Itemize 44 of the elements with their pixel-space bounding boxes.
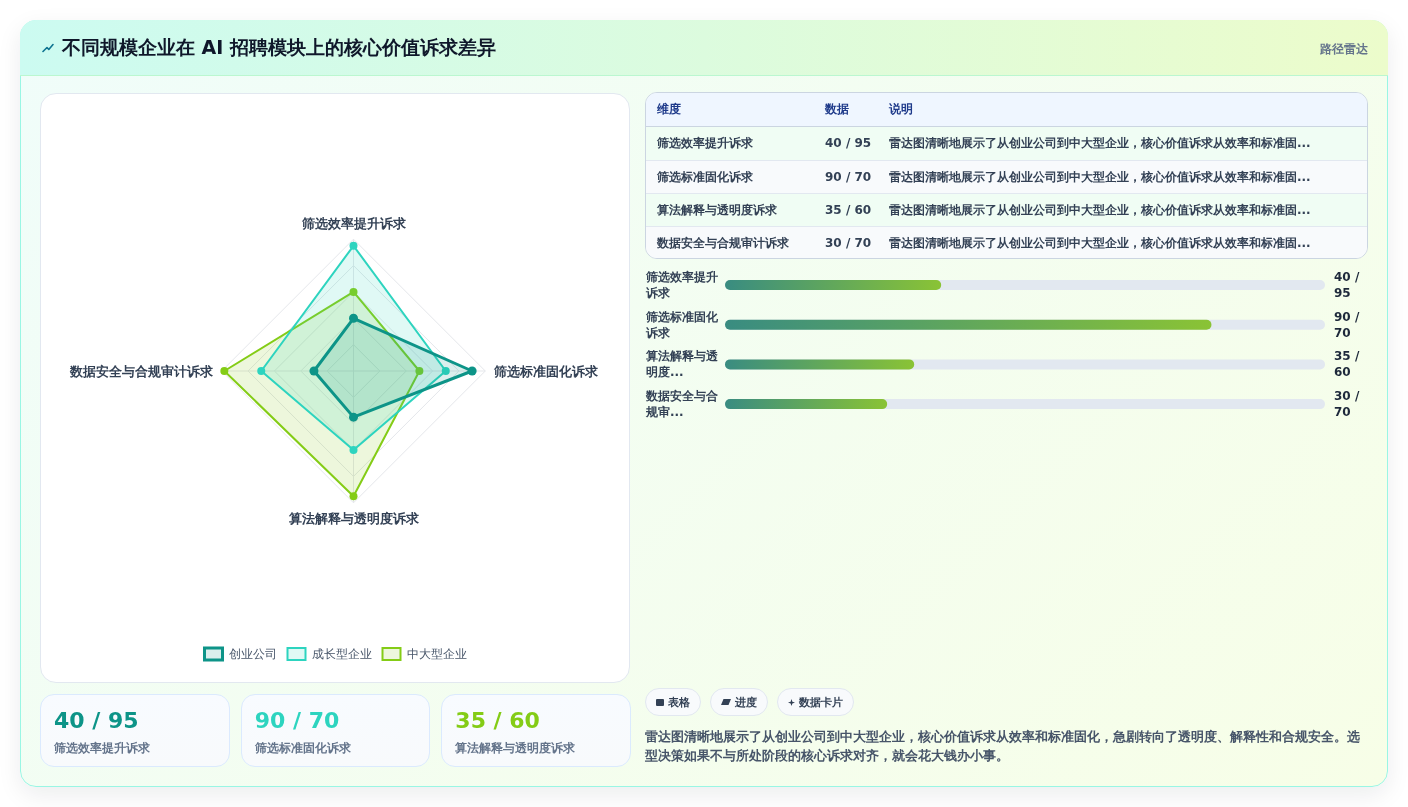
category-label: 进度 xyxy=(735,694,757,710)
text: 雷达图清晰地展示了从创业公司到中大型企业，核心价值诉求从效率和标准固... xyxy=(889,136,1311,150)
text: 35 / 60 xyxy=(825,203,872,217)
text: 90 / 70 xyxy=(825,170,872,184)
legend-label: 创业公司 xyxy=(228,647,277,661)
text: 40 / 95 xyxy=(54,708,139,733)
data-label: 90 / 70 xyxy=(1334,309,1360,340)
category-label: 说明 xyxy=(889,101,913,118)
category-label: 表格 xyxy=(668,694,690,710)
category-label: 数据卡片 xyxy=(799,694,843,710)
spoke-label: 筛选标准固化诉求 xyxy=(493,363,600,379)
legend-label: 成长型企业 xyxy=(311,647,372,661)
text: 雷达图清晰地展示了从创业公司到中大型企业，核心价值诉求从效率和标准固化，急剧转向了透明度、解释性和合规安全。选型决策如果不与所处阶段的核心诉求对齐，就会花大钱办小事。 xyxy=(645,728,1361,765)
data-label: 40 / 95 xyxy=(1334,270,1360,300)
data-label: 35 / 60 xyxy=(1334,349,1360,380)
text: 雷达图清晰地展示了从创业公司到中大型企业，核心价值诉求从效率和标准固... xyxy=(889,170,1311,184)
text: 30 / 70 xyxy=(825,236,872,250)
bar xyxy=(725,359,915,370)
text: 数据安全与合规审计诉求 xyxy=(657,236,789,250)
category-label: 数据 xyxy=(825,101,849,118)
y-tick-label: 筛选标准固化诉求 xyxy=(645,309,719,340)
data-label: 30 / 70 xyxy=(1334,389,1360,420)
y-tick-label: 数据安全与合规审... xyxy=(645,389,719,420)
text: 90 / 70 xyxy=(254,708,340,733)
spoke-label: 数据安全与合规审计诉求 xyxy=(68,363,214,379)
text: 雷达图清晰地展示了从创业公司到中大型企业，核心价值诉求从效率和标准固... xyxy=(889,236,1311,250)
legend-label: 中大型企业 xyxy=(406,647,467,661)
text: 算法解释与透明度诉求 xyxy=(657,203,777,217)
spoke-label: 算法解释与透明度诉求 xyxy=(287,511,420,527)
y-tick-label: 算法解释与透明度... xyxy=(645,349,718,380)
category-label: 维度 xyxy=(657,101,681,118)
bar xyxy=(725,399,888,410)
text: 不同规模企业在 AI 招聘模块上的核心价值诉求差异 xyxy=(62,34,497,60)
category-label: 算法解释与透明度诉求 xyxy=(455,740,576,757)
text: 35 / 60 xyxy=(455,708,540,733)
text: 筛选效率提升诉求 xyxy=(657,136,753,150)
text: 路径雷达 xyxy=(1320,41,1368,56)
category-label: 筛选效率提升诉求 xyxy=(54,740,150,757)
text: 筛选标准固化诉求 xyxy=(657,170,753,184)
category-label: 筛选标准固化诉求 xyxy=(254,740,351,757)
text: 40 / 95 xyxy=(825,136,872,150)
y-tick-label: 筛选效率提升诉求 xyxy=(645,270,718,300)
spoke-label: 筛选效率提升诉求 xyxy=(300,215,407,231)
text: 雷达图清晰地展示了从创业公司到中大型企业，核心价值诉求从效率和标准固... xyxy=(889,203,1311,217)
